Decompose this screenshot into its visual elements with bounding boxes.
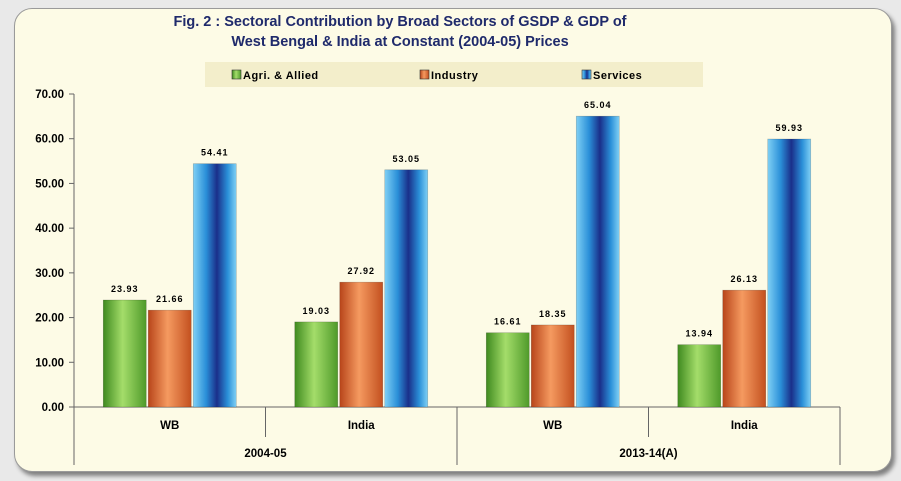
x-category-label: India: [731, 420, 758, 432]
y-tick-label: 70.00: [35, 89, 64, 101]
data-label: 19.03: [302, 306, 330, 316]
bar: [575, 115, 620, 408]
x-group-label: 2004-05: [244, 448, 287, 460]
bar: [722, 289, 767, 408]
data-label: 21.66: [156, 294, 184, 304]
x-category-label: WB: [543, 420, 562, 432]
data-label: 23.93: [111, 284, 139, 294]
x-category-label: India: [348, 420, 375, 432]
y-tick-label: 40.00: [35, 223, 64, 235]
data-label: 53.05: [392, 154, 420, 164]
bar: [485, 332, 530, 408]
bar: [384, 169, 429, 408]
data-label: 65.04: [584, 100, 612, 110]
legend-swatch: [581, 69, 592, 80]
chart-subtitle: West Bengal & India at Constant (2004-05…: [231, 34, 569, 50]
data-label: 18.35: [539, 309, 567, 319]
bars: [102, 115, 812, 408]
bar: [147, 309, 192, 408]
chart-title-block: Fig. 2 : Sectoral Contribution by Broad …: [0, 12, 800, 52]
legend-label: Agri. & Allied: [243, 70, 319, 82]
legend-box: [205, 62, 703, 87]
y-tick-label: 60.00: [35, 134, 64, 146]
data-label: 13.94: [685, 329, 713, 339]
chart-title: Fig. 2 : Sectoral Contribution by Broad …: [173, 14, 627, 30]
data-label: 59.93: [775, 123, 803, 133]
data-label: 26.13: [730, 274, 758, 284]
bar: [767, 138, 812, 408]
bar: [102, 299, 147, 408]
legend-label: Industry: [431, 70, 479, 82]
bar: [339, 281, 384, 408]
y-tick-label: 10.00: [35, 357, 64, 369]
bar: [677, 344, 722, 408]
bar: [294, 321, 339, 408]
y-tick-label: 20.00: [35, 313, 64, 325]
labels: 23.93 19.03 16.61 13.94 21.66 27.92 18.35 26.13…: [111, 100, 803, 339]
y-tick-label: 50.00: [35, 178, 64, 190]
axes: 0.00 10.00 20.00 30.00 40.00 50.00 60.00 70.00 W…: [35, 89, 841, 465]
legend-label: Services: [593, 70, 642, 82]
bar: [192, 163, 237, 408]
x-category-label: WB: [160, 420, 179, 432]
x-group-label: 2013-14(A): [619, 448, 677, 460]
data-label: 54.41: [201, 148, 229, 158]
legend: Agri. & Allied Industry Services: [231, 69, 642, 82]
bar: [530, 324, 575, 408]
data-label: 16.61: [494, 317, 522, 327]
y-tick-label: 30.00: [35, 268, 64, 280]
legend-swatch: [231, 69, 242, 80]
y-tick-label: 0.00: [42, 402, 64, 414]
legend-swatch: [419, 69, 430, 80]
data-label: 27.92: [347, 266, 375, 276]
